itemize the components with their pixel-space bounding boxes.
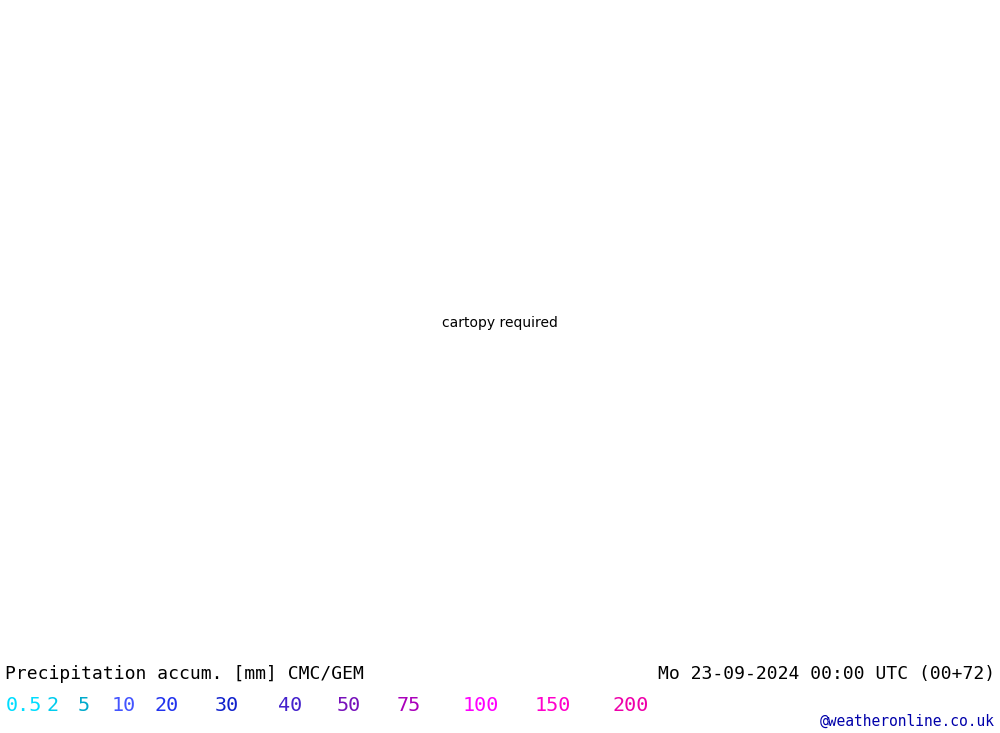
- Text: cartopy required: cartopy required: [442, 315, 558, 330]
- Text: 100: 100: [463, 696, 499, 715]
- Text: @weatheronline.co.uk: @weatheronline.co.uk: [820, 713, 995, 729]
- Text: Precipitation accum. [mm] CMC/GEM: Precipitation accum. [mm] CMC/GEM: [5, 665, 364, 683]
- Text: 10: 10: [112, 696, 136, 715]
- Text: 30: 30: [215, 696, 239, 715]
- Text: 20: 20: [155, 696, 179, 715]
- Text: 150: 150: [535, 696, 571, 715]
- Text: Mo 23-09-2024 00:00 UTC (00+72): Mo 23-09-2024 00:00 UTC (00+72): [658, 665, 995, 683]
- Text: 50: 50: [337, 696, 361, 715]
- Text: 5: 5: [78, 696, 90, 715]
- Text: 40: 40: [278, 696, 302, 715]
- Text: 0.5: 0.5: [6, 696, 42, 715]
- Text: 200: 200: [612, 696, 648, 715]
- Text: 2: 2: [46, 696, 58, 715]
- Text: 75: 75: [397, 696, 421, 715]
